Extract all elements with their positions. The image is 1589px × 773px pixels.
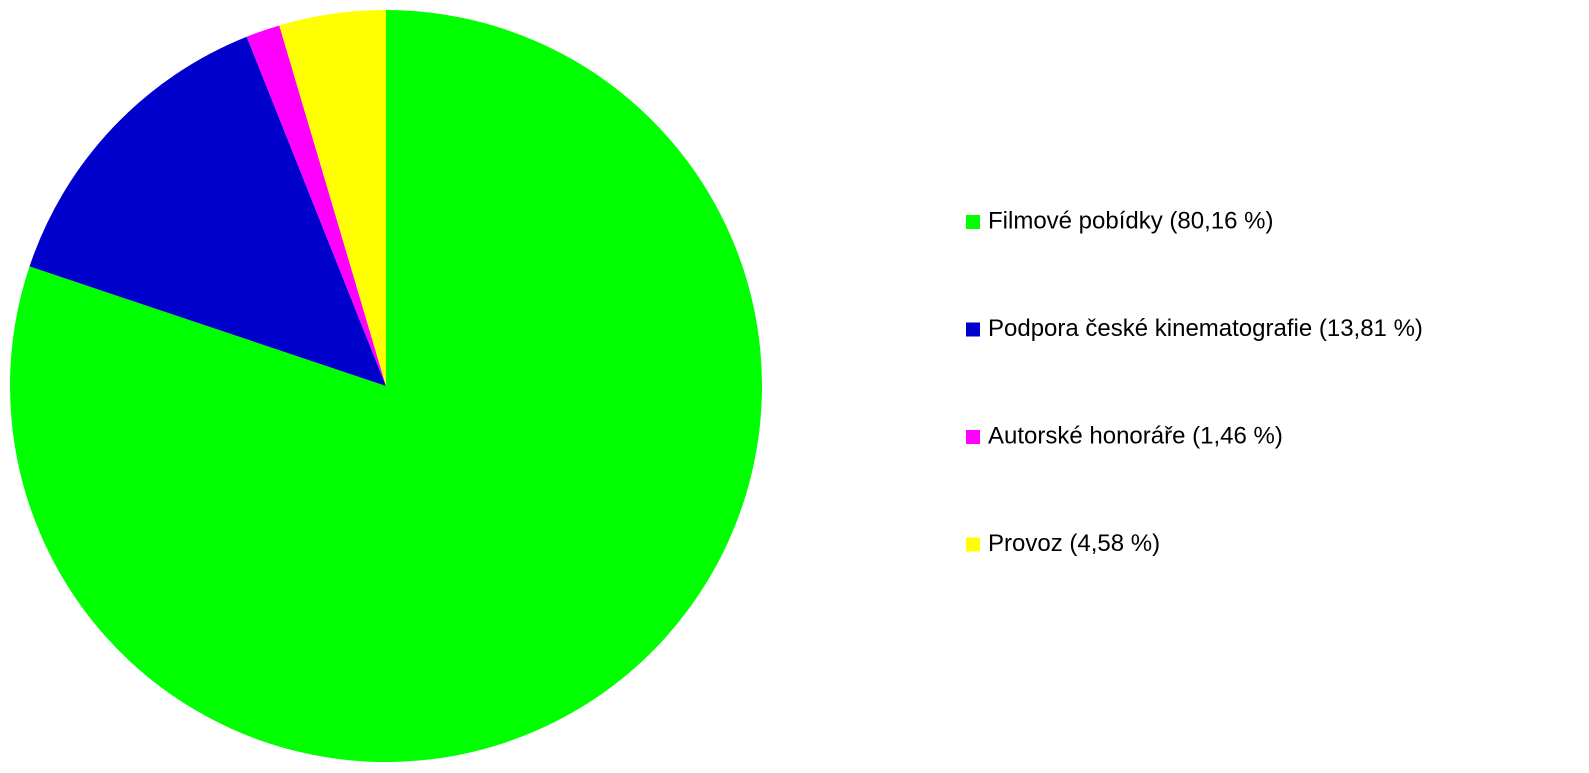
pie-slice [279, 10, 386, 386]
pie-slice [29, 36, 387, 386]
legend-swatch [966, 430, 980, 444]
legend-label: Autorské honoráře (1,46 %) [988, 422, 1283, 449]
legend-label: Filmové pobídky (80,16 %) [988, 207, 1273, 234]
legend-label: Podpora české kinematografie (13,81 %) [988, 315, 1423, 342]
legend-swatch [966, 537, 980, 552]
legend-swatch [966, 215, 980, 229]
pie-slice [246, 25, 386, 387]
legend-label: Provoz (4,58 %) [988, 530, 1160, 557]
legend-swatch [966, 322, 980, 337]
